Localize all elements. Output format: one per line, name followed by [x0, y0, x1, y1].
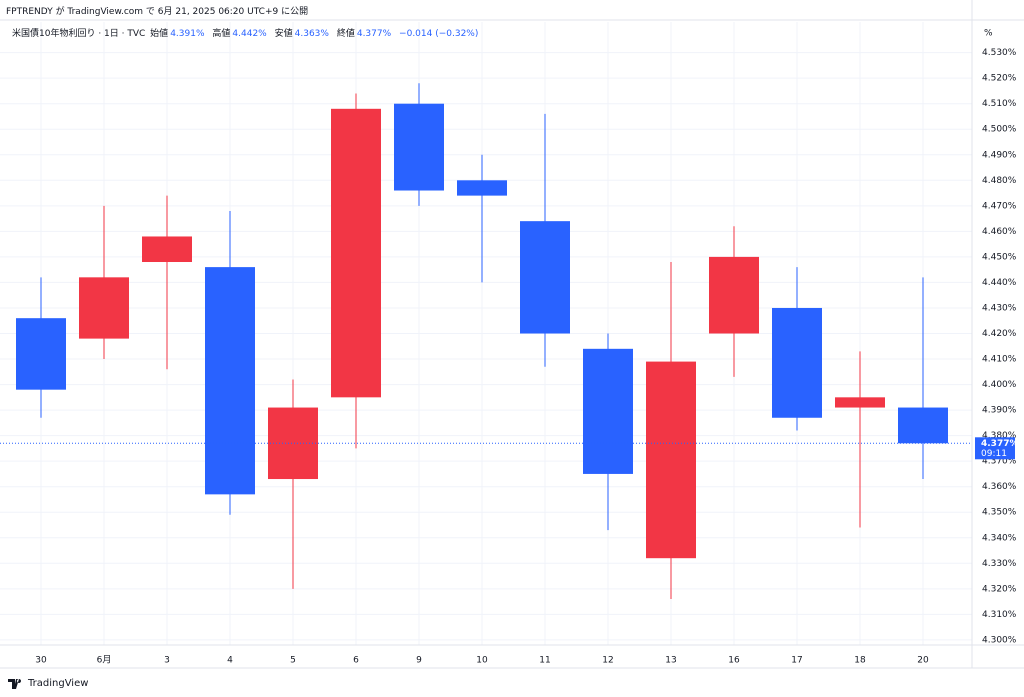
x-tick-label: 6月 [97, 655, 112, 666]
candle-body [394, 103, 444, 191]
y-tick-label: 4.490% [982, 150, 1017, 160]
candle-body [898, 407, 948, 444]
y-tick-label: 4.530% [982, 48, 1017, 58]
logo [8, 678, 22, 689]
candle-body [709, 256, 759, 334]
close-label: 終値 [336, 29, 355, 39]
y-tick-label: 4.360% [982, 482, 1017, 492]
y-tick-label: 4.510% [982, 99, 1017, 109]
x-tick-label: 18 [854, 656, 866, 666]
candle-body [583, 348, 633, 474]
brand: TradingView [28, 678, 89, 689]
y-unit: % [984, 29, 993, 39]
y-tick-label: 4.420% [982, 329, 1017, 339]
x-tick-label: 10 [476, 656, 488, 666]
y-tick-label: 4.330% [982, 559, 1017, 569]
y-tick-label: 4.460% [982, 227, 1017, 237]
y-tick-label: 4.350% [982, 508, 1017, 518]
candle-body [331, 108, 381, 398]
last-price-label: 4.377% [981, 439, 1019, 449]
candle-body [79, 277, 129, 339]
y-tick-label: 4.410% [982, 355, 1017, 365]
legend: 米国債10年物利回り · 1日 · TVC 始値 4.391% 高値 4.442% … [12, 26, 483, 39]
header: FPTRENDY が TradingView.com で 6月 21, 2025… [6, 7, 309, 17]
x-tick-label: 9 [416, 656, 422, 666]
x-tick-label: 5 [290, 656, 296, 666]
footer: TradingView [8, 678, 88, 689]
low-value: 4.363% [294, 29, 329, 39]
x-tick-label: 17 [791, 656, 802, 666]
open-value: 4.391% [170, 29, 205, 39]
x-tick-label: 3 [164, 656, 170, 666]
y-tick-label: 4.390% [982, 406, 1017, 416]
candle-body [205, 267, 255, 495]
y-tick-label: 4.500% [982, 125, 1017, 135]
candle-body [835, 397, 885, 408]
candle-body [772, 307, 822, 418]
x-tick-label: 16 [728, 656, 740, 666]
open-label: 始値 [150, 29, 169, 39]
x-tick-label: 12 [602, 656, 613, 666]
y-tick-label: 4.430% [982, 303, 1017, 313]
y-tick-label: 4.440% [982, 278, 1017, 288]
y-tick-label: 4.480% [982, 176, 1017, 186]
y-tick-label: 4.450% [982, 252, 1017, 262]
high-label: 高値 [212, 29, 231, 39]
y-tick-label: 4.520% [982, 74, 1017, 84]
symbol: 米国債10年物利回り · 1日 · TVC [12, 29, 146, 39]
x-tick-label: 6 [353, 656, 359, 666]
y-tick-label: 4.380% [982, 431, 1017, 441]
candle-body [268, 407, 318, 480]
candle-body [646, 361, 696, 559]
x-tick-label: 4 [227, 656, 233, 666]
y-tick-label: 4.370% [982, 457, 1017, 467]
y-tick-label: 4.340% [982, 533, 1017, 543]
y-tick-label: 4.470% [982, 201, 1017, 211]
low-label: 安値 [274, 29, 293, 39]
y-tick-label: 4.320% [982, 584, 1017, 594]
x-tick-label: 30 [35, 656, 47, 666]
change: −0.014 (−0.32%) [399, 29, 479, 39]
y-tick-label: 4.310% [982, 610, 1017, 620]
candle-body [142, 236, 192, 263]
x-tick-label: 11 [539, 656, 550, 666]
high-value: 4.442% [232, 29, 267, 39]
x-tick-label: 20 [917, 656, 929, 666]
y-tick-label: 4.300% [982, 635, 1017, 645]
candle-body [457, 180, 507, 196]
x-tick-label: 13 [665, 656, 676, 666]
last-price-box [975, 437, 1015, 460]
candle-body [520, 221, 570, 334]
close-value: 4.377% [356, 29, 392, 39]
countdown: 09:11 [981, 449, 1007, 459]
candle-body [16, 318, 66, 390]
y-tick-label: 4.400% [982, 380, 1017, 390]
